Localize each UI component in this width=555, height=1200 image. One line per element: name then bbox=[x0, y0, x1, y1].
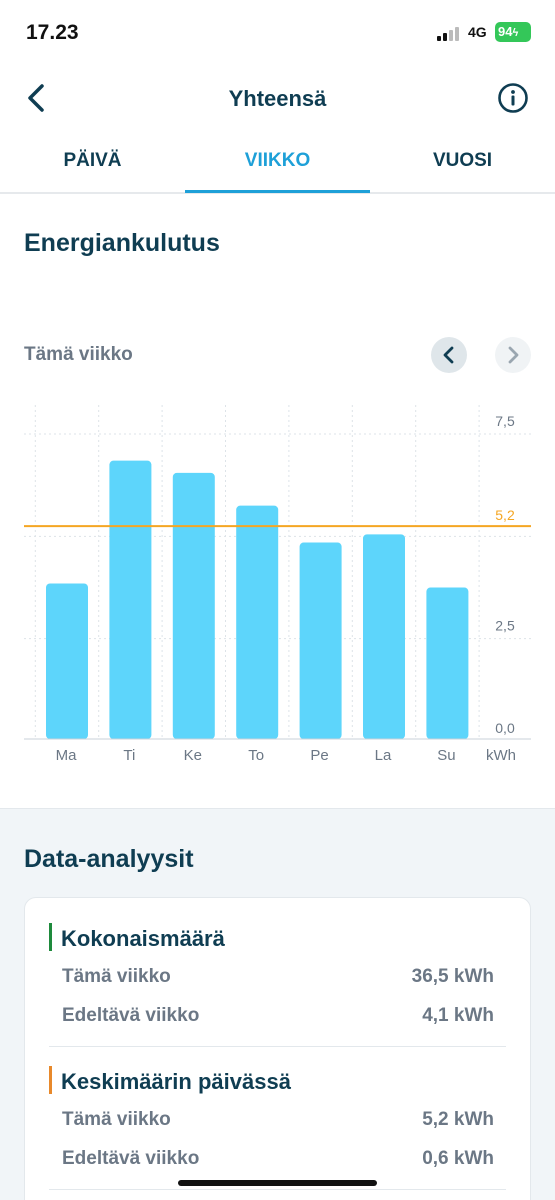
chart-bar bbox=[236, 505, 279, 739]
y-tick-label: 0,0 bbox=[495, 720, 515, 736]
total-this-week-label: Tämä viikko bbox=[62, 966, 171, 987]
network-type: 4G bbox=[468, 24, 487, 40]
chevron-right-icon bbox=[508, 346, 519, 364]
average-previous-week-value: 0,6 kWh bbox=[422, 1148, 494, 1169]
total-previous-week-value: 4,1 kWh bbox=[422, 1005, 494, 1026]
divider bbox=[49, 1046, 506, 1047]
home-indicator bbox=[178, 1180, 377, 1186]
x-tick-label: Ma bbox=[56, 747, 77, 764]
x-tick-label: Pe bbox=[310, 747, 328, 764]
unit-label: kWh bbox=[486, 747, 516, 764]
tab-year[interactable]: VUOSI bbox=[432, 150, 493, 171]
divider bbox=[49, 1189, 506, 1190]
y-tick-label: 2,5 bbox=[495, 618, 515, 634]
total-this-week-value: 36,5 kWh bbox=[411, 966, 494, 987]
chart-bar bbox=[363, 534, 405, 739]
average-accent-bar bbox=[49, 1066, 52, 1094]
active-tab-indicator bbox=[185, 190, 370, 193]
app-header: Yhteensä bbox=[0, 64, 555, 134]
chevron-left-icon bbox=[28, 84, 44, 112]
analysis-section-title: Data-analyysit bbox=[24, 845, 194, 873]
x-tick-label: Su bbox=[437, 747, 455, 764]
info-icon bbox=[498, 83, 528, 113]
total-group-title: Kokonaismäärä bbox=[61, 926, 225, 951]
chart-bar bbox=[299, 542, 342, 739]
chart-bar bbox=[46, 583, 88, 739]
signal-strength-icon bbox=[437, 27, 463, 41]
x-tick-label: Ke bbox=[184, 747, 202, 764]
period-tabs: PÄIVÄ VIIKKO VUOSI bbox=[0, 134, 555, 194]
average-previous-week-label: Edeltävä viikko bbox=[62, 1148, 200, 1169]
total-previous-week-label: Edeltävä viikko bbox=[62, 1005, 200, 1026]
energy-section-title: Energiankulutus bbox=[24, 229, 220, 257]
x-tick-label: Ti bbox=[123, 747, 135, 764]
total-accent-bar bbox=[49, 923, 52, 951]
back-button[interactable] bbox=[22, 80, 54, 116]
tab-day[interactable]: PÄIVÄ bbox=[63, 150, 122, 171]
average-label: 5,2 bbox=[495, 507, 515, 523]
next-week-button[interactable] bbox=[495, 337, 531, 373]
page-title: Yhteensä bbox=[228, 86, 327, 111]
weekly-consumption-chart: 5,2 7,5 2,5 0,0 Ma Ti Ke To Pe La Su kWh bbox=[24, 405, 531, 764]
analysis-section: Data-analyysit Kokonaismäärä Tämä viikko… bbox=[0, 808, 555, 1200]
average-group-title: Keskimäärin päivässä bbox=[61, 1069, 291, 1094]
status-bar: 17.23 4G 94ϟ bbox=[0, 0, 555, 64]
x-tick-label: La bbox=[375, 747, 392, 764]
chevron-left-icon bbox=[443, 346, 454, 364]
battery-icon: 94ϟ bbox=[495, 22, 531, 42]
chart-bar bbox=[109, 460, 152, 739]
battery-level: 94 bbox=[498, 24, 513, 39]
info-button[interactable] bbox=[497, 82, 529, 114]
period-label: Tämä viikko bbox=[24, 344, 133, 365]
analysis-card: Kokonaismäärä Tämä viikko 36,5 kWh Edelt… bbox=[24, 897, 531, 1200]
tab-week[interactable]: VIIKKO bbox=[244, 150, 311, 171]
previous-week-button[interactable] bbox=[431, 337, 467, 373]
chart-bar bbox=[172, 472, 215, 739]
x-tick-label: To bbox=[248, 747, 264, 764]
y-tick-label: 7,5 bbox=[495, 413, 515, 429]
average-this-week-value: 5,2 kWh bbox=[422, 1109, 494, 1130]
average-this-week-label: Tämä viikko bbox=[62, 1109, 171, 1130]
chart-bar bbox=[426, 587, 469, 739]
status-time: 17.23 bbox=[26, 21, 79, 44]
